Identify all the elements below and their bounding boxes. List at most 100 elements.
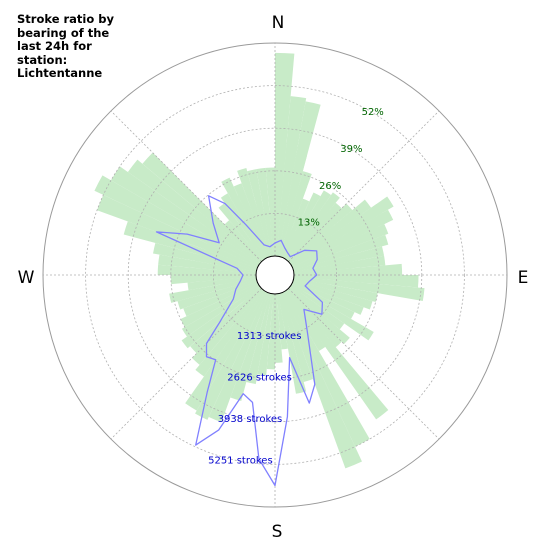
ratio-bar [276,145,298,257]
ratio-bar [218,203,265,261]
ratio-bar [293,268,301,272]
ratio-bar [283,291,370,447]
ratio-bar [287,288,301,303]
ratio-bar [278,153,308,257]
ratio-bar [293,275,317,279]
ratio-bar [275,144,287,257]
ratio-bar [288,287,335,331]
ratio-bar [142,152,262,263]
compass-label-n: N [272,13,285,33]
ratio-bar [261,292,271,313]
stroke-count-line [155,195,324,487]
ratio-bar [275,293,283,363]
ratio-bar [293,278,330,290]
ratio-bar [293,276,324,284]
ratio-bar [217,281,258,302]
ratio-tick-label: 52% [362,107,384,118]
ratio-bar [281,292,362,469]
ratio-bar [208,292,269,423]
ratio-bar [230,292,271,401]
ratio-bar [291,213,388,267]
ratio-bar [279,292,313,382]
grid-ring [127,127,423,423]
compass-label-e: E [518,268,529,288]
ratio-bar [233,288,263,320]
ratio-bar [256,204,272,257]
ratio-bar [285,289,389,420]
ratio-bar [285,211,326,261]
ratio-bar [266,293,275,370]
grid-ring [85,85,465,465]
ratio-bar [293,253,359,272]
ratio-bar [257,293,274,376]
ratio-bar [290,284,374,341]
ratio-bar [94,175,259,267]
ratio-bar [283,213,310,259]
ratio-bar [226,222,263,262]
ratio-bar [292,226,383,269]
ratio-bar [275,239,279,257]
ratio-bar [266,293,272,307]
ratio-bar [276,293,279,298]
ratio-bar [245,287,262,303]
ratio-bar [249,202,271,258]
ratio-bar [284,213,316,260]
ratio-bar [181,285,261,349]
ratio-bar [231,283,259,300]
ratio-bar [292,265,303,271]
grid-spoke [110,288,262,440]
ratio-bar [281,229,296,258]
grid-spoke [110,110,262,262]
ratio-bar [276,293,288,350]
ratio-bar [123,221,258,271]
ratio-bar [226,289,265,337]
ratio-bar [275,293,277,298]
ratio-bar [255,292,269,318]
ratio-bar [190,287,262,354]
ratio-bar [289,285,299,294]
compass-label-s: S [272,522,283,542]
ratio-bar [292,252,338,271]
ratio-bar [127,159,261,265]
grid-spoke [288,288,440,440]
ratio-bar [292,264,300,269]
ratio-bar [276,246,281,257]
ratio-bar [153,242,257,272]
ratio-bar [158,254,257,274]
ratio-bar [293,276,425,302]
ratio-tick-label: 26% [319,181,341,192]
ratio-bar [278,243,284,257]
ratio-bar [220,290,266,357]
stroke-tick-label: 3938 strokes [218,414,283,425]
ratio-bar [97,194,258,269]
ratio-bar [290,250,312,266]
ratio-bar [290,196,394,266]
ratio-bar [240,285,261,302]
ratio-bar [288,287,298,296]
ratio-bar [240,291,267,337]
ratio-bar [291,262,299,267]
ratio-bar [246,293,272,385]
ratio-bar [110,166,260,266]
chart-title: Stroke ratio by bearing of the last 24h … [17,12,114,80]
stroke-tick-label: 5251 strokes [208,456,273,467]
center-hole [255,255,295,295]
ratio-bar [263,210,274,257]
ratio-bar [221,177,267,259]
ratio-tick-label: 13% [298,218,320,229]
ratio-bar [292,281,306,289]
ratio-bar [290,284,303,294]
ratio-bar [235,284,260,301]
ratio-bar [291,283,308,293]
ratio-bar [284,290,320,343]
ratio-bar [293,271,314,275]
ratio-bar [157,264,257,275]
ratio-bar [270,293,274,301]
grid-ring [212,212,337,337]
ratio-bar [273,293,275,298]
grid-spoke [288,110,440,262]
ratio-bar [223,276,257,284]
ratio-bar [293,261,353,274]
ratio-bar [278,293,307,394]
